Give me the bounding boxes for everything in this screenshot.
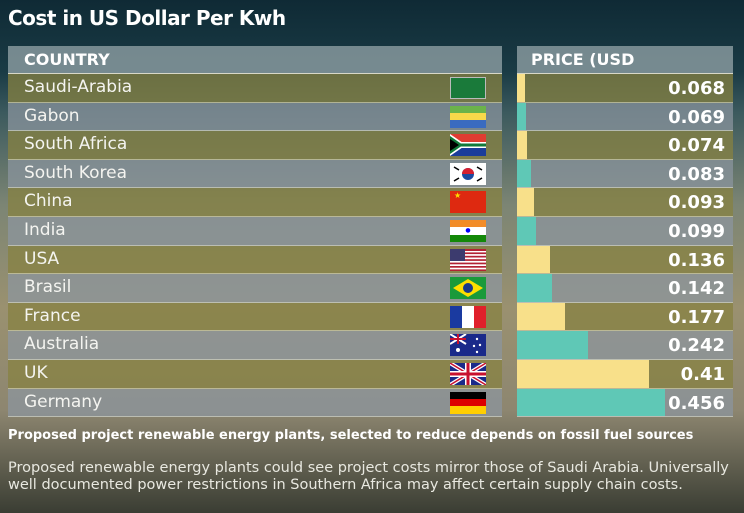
flag-icon (450, 362, 486, 385)
flag-icon (450, 305, 486, 328)
price-bar (517, 359, 649, 388)
price-bar (517, 102, 526, 131)
flag-icon (450, 277, 486, 300)
table-row: India ● (8, 216, 502, 246)
country-column: COUNTRY Saudi-Arabia Gabon South Africa Sou… (8, 46, 502, 418)
country-name: UK (24, 362, 48, 383)
country-header: COUNTRY (8, 46, 502, 74)
price-header: PRICE (USD (517, 46, 733, 74)
table-row: USA (8, 245, 502, 275)
price-row: 0.136 (517, 245, 733, 275)
price-bar (517, 274, 552, 302)
price-bar (517, 388, 666, 417)
table-row: Australia (8, 331, 502, 360)
table-row: Saudi-Arabia (8, 74, 502, 103)
table-row: France (8, 302, 502, 332)
price-label: 0.083 (668, 163, 725, 185)
price-row: 0.456 (517, 388, 733, 418)
country-name: China (24, 191, 73, 212)
table-row: Brasil (8, 274, 502, 303)
price-label: 0.099 (668, 220, 725, 242)
price-bar (517, 302, 565, 331)
country-name: Saudi-Arabia (24, 77, 133, 97)
country-name: South Africa (24, 134, 128, 155)
table-row: Germany (8, 388, 502, 418)
note: Proposed renewable energy plants could s… (8, 460, 729, 493)
price-row: 0.074 (517, 131, 733, 160)
country-name: Brasil (24, 277, 72, 298)
price-label: 0.068 (668, 78, 725, 99)
flag-icon (450, 162, 486, 185)
country-name: Gabon (24, 105, 80, 126)
flag-icon: ● (450, 219, 486, 242)
price-row: 0.177 (517, 302, 733, 332)
country-name: India (24, 219, 66, 240)
table-row: China ★ (8, 188, 502, 217)
price-label: 0.456 (668, 392, 725, 414)
price-row: 0.242 (517, 331, 733, 360)
country-name: South Korea (24, 162, 128, 183)
price-bar (517, 131, 528, 159)
table-row: Gabon (8, 102, 502, 132)
price-row: 0.142 (517, 274, 733, 303)
country-name: France (24, 305, 81, 326)
flag-icon (450, 77, 486, 99)
price-label: 0.069 (668, 106, 725, 128)
table-row: UK (8, 359, 502, 389)
price-bar (517, 74, 526, 102)
flag-icon (450, 248, 486, 271)
table-row: South Africa (8, 131, 502, 160)
price-label: 0.41 (680, 363, 725, 385)
country-name: Germany (24, 391, 103, 412)
subtitle: Proposed project renewable energy plants… (8, 428, 694, 443)
price-label: 0.136 (668, 249, 725, 271)
price-bar (517, 331, 589, 359)
price-row: 0.093 (517, 188, 733, 217)
flag-icon (450, 134, 486, 157)
price-row: 0.069 (517, 102, 733, 132)
country-name: USA (24, 248, 60, 269)
country-name: Australia (24, 334, 100, 355)
price-column: PRICE (USD 0.068 0.069 0.074 0.083 0.093 0.09… (517, 46, 733, 418)
flag-icon: ★ (450, 191, 486, 214)
flag-icon (450, 334, 486, 357)
price-bar (517, 159, 531, 188)
table-row: South Korea (8, 159, 502, 189)
price-bar (517, 216, 537, 245)
price-bar (517, 245, 550, 274)
price-label: 0.242 (668, 335, 725, 357)
flag-icon (450, 105, 486, 128)
price-row: 0.099 (517, 216, 733, 246)
flag-icon (450, 391, 486, 414)
price-row: 0.41 (517, 359, 733, 389)
price-label: 0.074 (668, 135, 725, 157)
price-row: 0.068 (517, 74, 733, 103)
price-label: 0.142 (668, 278, 725, 300)
price-row: 0.083 (517, 159, 733, 189)
price-label: 0.093 (668, 192, 725, 214)
chart-title: Cost in US Dollar Per Kwh (8, 6, 286, 30)
price-label: 0.177 (668, 306, 725, 328)
price-bar (517, 188, 535, 216)
